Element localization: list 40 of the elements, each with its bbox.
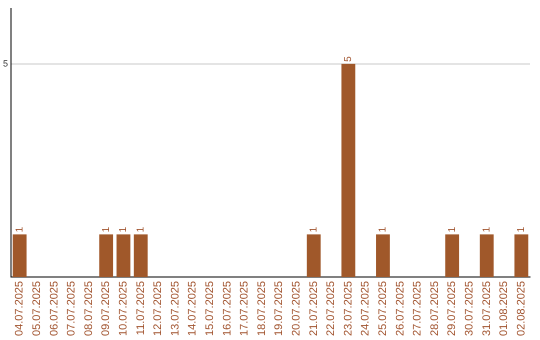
data-label: 1: [446, 226, 458, 232]
x-tick-label: 27.07.2025: [412, 280, 424, 336]
x-tick-label: 31.07.2025: [480, 280, 493, 336]
data-label: 1: [308, 226, 320, 232]
x-tick-label: 30.07.2025: [463, 280, 476, 336]
x-tick-label: 06.07.2025: [48, 280, 60, 336]
data-label: 1: [118, 226, 130, 232]
x-tick-label: 10.07.2025: [117, 280, 130, 336]
x-tick-label: 20.07.2025: [290, 280, 302, 336]
x-tick-label: 28.07.2025: [428, 280, 441, 336]
x-tick-label: 12.07.2025: [152, 280, 164, 336]
data-label: 1: [136, 226, 147, 232]
x-tick-label: 23.07.2025: [342, 280, 354, 336]
x-tick-label: 19.07.2025: [273, 280, 286, 336]
x-tick-label: 08.07.2025: [82, 280, 95, 336]
x-tick-label: 15.07.2025: [204, 280, 216, 336]
x-tick-label: 22.07.2025: [325, 280, 338, 336]
x-tick-label: 07.07.2025: [66, 280, 78, 336]
data-label: 1: [516, 226, 528, 232]
data-label: 5: [343, 56, 354, 62]
x-tick-label: 04.07.2025: [14, 280, 26, 336]
x-tick-label: 26.07.2025: [394, 280, 406, 336]
data-label: 1: [14, 226, 26, 232]
x-tick-label: 11.07.2025: [134, 280, 147, 336]
x-tick-label: 17.07.2025: [238, 280, 251, 336]
x-tick-label: 25.07.2025: [376, 280, 389, 336]
x-tick-label: 29.07.2025: [446, 280, 458, 336]
data-label: 1: [100, 226, 112, 232]
data-label: 1: [482, 226, 492, 232]
x-tick-label: 13.07.2025: [169, 280, 182, 336]
x-tick-label: 05.07.2025: [30, 280, 43, 336]
x-tick-label: 21.07.2025: [308, 280, 320, 336]
data-label: 1: [378, 226, 389, 232]
x-tick-label: 02.08.2025: [515, 280, 528, 336]
x-tick-label: 18.07.2025: [256, 280, 268, 336]
x-tick-label: 24.07.2025: [360, 280, 372, 336]
x-tick-label: 14.07.2025: [186, 280, 199, 336]
x-tick-label: 01.08.2025: [498, 280, 510, 336]
x-tick-label: 16.07.2025: [221, 280, 234, 336]
x-tick-label: 09.07.2025: [100, 280, 112, 336]
